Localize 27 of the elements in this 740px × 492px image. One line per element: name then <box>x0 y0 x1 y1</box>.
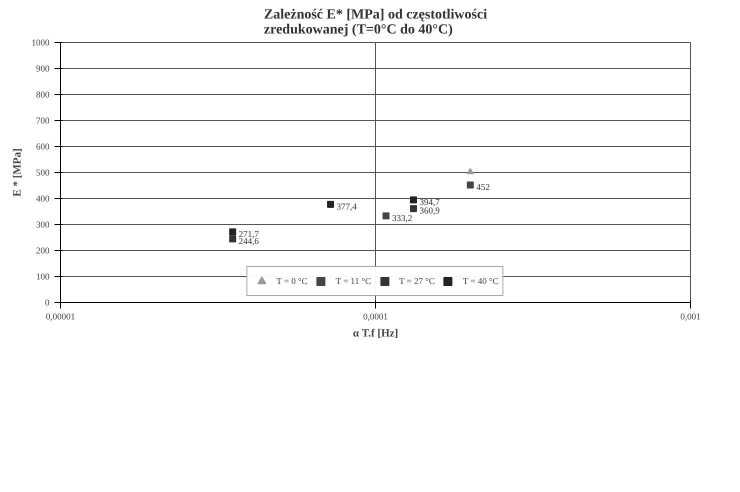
legend-label: T = 40 °C <box>462 276 499 286</box>
y-tick-label: 100 <box>36 272 50 282</box>
y-axis-title: E * [MPa] <box>12 148 24 197</box>
legend-label: T = 27 °C <box>399 276 435 286</box>
data-label: 360,9 <box>419 206 440 216</box>
legend-label: T = 11 °C <box>336 276 372 286</box>
data-label: 271,7 <box>238 228 260 239</box>
chart-title: Zależność E* [MPa] od częstotliwości zredukowanej (T=0°C do 40°C) <box>264 8 488 38</box>
x-tick-label: 0,001 <box>680 312 701 322</box>
y-tick-label: 1000 <box>32 38 50 48</box>
y-tick-label: 600 <box>36 142 50 152</box>
legend-label: T = 0 °C <box>276 276 308 286</box>
x-tick-label: 0,00001 <box>46 312 76 322</box>
data-label: 452 <box>476 182 490 192</box>
y-tick-label: 300 <box>36 220 50 230</box>
x-axis-title: α T.f [Hz] <box>352 328 398 340</box>
y-tick-label: 200 <box>36 246 50 256</box>
y-tick-label: 700 <box>36 116 50 126</box>
y-tick-label: 0 <box>45 298 50 308</box>
y-tick-label: 800 <box>36 90 50 100</box>
data-label: 333,2 <box>392 212 412 223</box>
y-tick-label: 400 <box>36 194 50 204</box>
y-tick-label: 900 <box>36 64 50 74</box>
y-tick-label: 500 <box>36 168 50 178</box>
data-label: 377,4 <box>336 201 358 212</box>
x-tick-label: 0,0001 <box>363 312 388 322</box>
data-label: 394,7 <box>419 196 440 207</box>
